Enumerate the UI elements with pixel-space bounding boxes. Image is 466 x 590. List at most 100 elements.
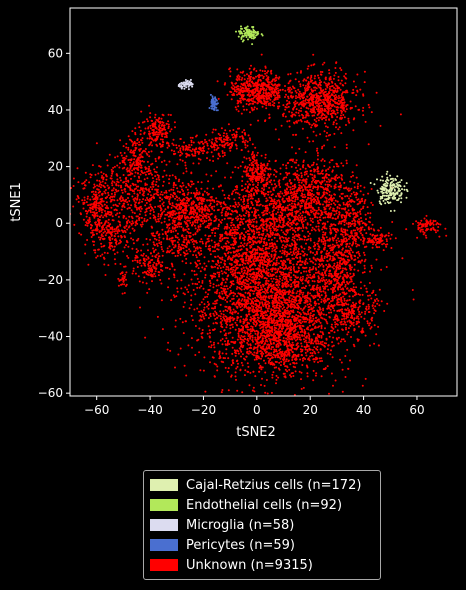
data-point — [344, 72, 347, 75]
data-point — [239, 368, 242, 371]
data-point — [271, 234, 274, 236]
data-point — [246, 332, 249, 335]
data-point — [211, 328, 214, 331]
data-point — [315, 342, 318, 345]
data-point — [214, 245, 217, 248]
data-point — [271, 320, 274, 323]
data-point — [296, 333, 299, 336]
data-point — [268, 321, 271, 324]
data-point — [216, 80, 219, 83]
data-point — [265, 246, 267, 249]
data-point — [315, 96, 318, 99]
data-point — [240, 283, 243, 285]
data-point — [320, 290, 323, 293]
data-point — [298, 319, 301, 322]
data-point — [241, 353, 244, 356]
data-point — [203, 317, 206, 320]
data-point — [265, 107, 268, 110]
data-point — [204, 296, 207, 299]
data-point — [307, 230, 310, 233]
data-point — [324, 292, 327, 295]
data-point — [175, 295, 178, 298]
data-point — [334, 379, 337, 382]
data-point — [306, 327, 309, 330]
data-point — [263, 195, 266, 197]
data-point — [254, 225, 257, 228]
data-point — [283, 247, 286, 250]
data-point — [289, 86, 291, 89]
data-point — [221, 272, 224, 275]
data-point — [216, 289, 219, 291]
data-point — [327, 344, 330, 347]
data-point — [244, 291, 247, 294]
data-point — [279, 277, 282, 280]
data-point — [266, 204, 269, 207]
data-point — [225, 210, 228, 213]
data-point — [263, 103, 266, 106]
data-point — [259, 294, 262, 297]
data-point — [271, 244, 274, 247]
data-point — [201, 240, 204, 243]
data-point — [317, 361, 319, 364]
data-point — [241, 308, 244, 311]
data-point — [302, 84, 305, 87]
data-point — [291, 351, 294, 354]
data-point — [333, 264, 335, 267]
data-point — [243, 227, 246, 230]
data-point — [259, 74, 262, 77]
data-point — [274, 355, 277, 358]
data-point — [317, 266, 320, 268]
data-point — [220, 391, 223, 394]
data-point — [292, 233, 294, 236]
data-point — [201, 331, 204, 334]
data-point — [304, 348, 307, 351]
data-point — [212, 250, 215, 253]
data-point — [240, 112, 243, 115]
data-point — [271, 100, 274, 103]
data-point — [225, 248, 228, 251]
data-point — [180, 279, 183, 282]
data-point — [234, 354, 237, 357]
data-point — [222, 361, 225, 364]
data-point — [240, 299, 243, 302]
data-point — [229, 311, 232, 314]
data-point — [232, 250, 235, 253]
data-point — [274, 250, 277, 253]
data-point — [265, 346, 268, 349]
data-point — [293, 237, 296, 240]
data-point — [238, 278, 241, 281]
data-point — [202, 369, 205, 372]
data-point — [176, 279, 179, 282]
data-point — [187, 284, 190, 287]
data-point — [375, 258, 378, 261]
data-point — [216, 322, 218, 325]
data-point — [180, 287, 183, 290]
data-point — [219, 310, 222, 313]
data-point — [183, 364, 186, 367]
data-point — [331, 345, 334, 348]
data-point — [301, 282, 304, 285]
data-point — [288, 299, 291, 302]
data-point — [263, 241, 265, 244]
data-point — [241, 261, 244, 263]
data-point — [252, 224, 255, 227]
data-point — [314, 111, 317, 114]
data-point — [196, 277, 199, 280]
data-point — [261, 270, 264, 273]
data-point — [305, 242, 307, 245]
data-point — [282, 239, 285, 242]
data-point — [243, 357, 245, 360]
data-point — [266, 71, 268, 74]
data-point — [292, 263, 295, 266]
data-point — [247, 198, 250, 201]
data-point — [196, 286, 199, 289]
data-point — [239, 244, 242, 247]
data-point — [277, 291, 280, 294]
data-point — [276, 98, 279, 100]
data-point — [302, 338, 305, 341]
data-point — [311, 352, 314, 355]
data-point — [301, 364, 304, 366]
data-point — [245, 255, 248, 258]
data-point — [179, 317, 182, 320]
data-point — [242, 70, 245, 73]
